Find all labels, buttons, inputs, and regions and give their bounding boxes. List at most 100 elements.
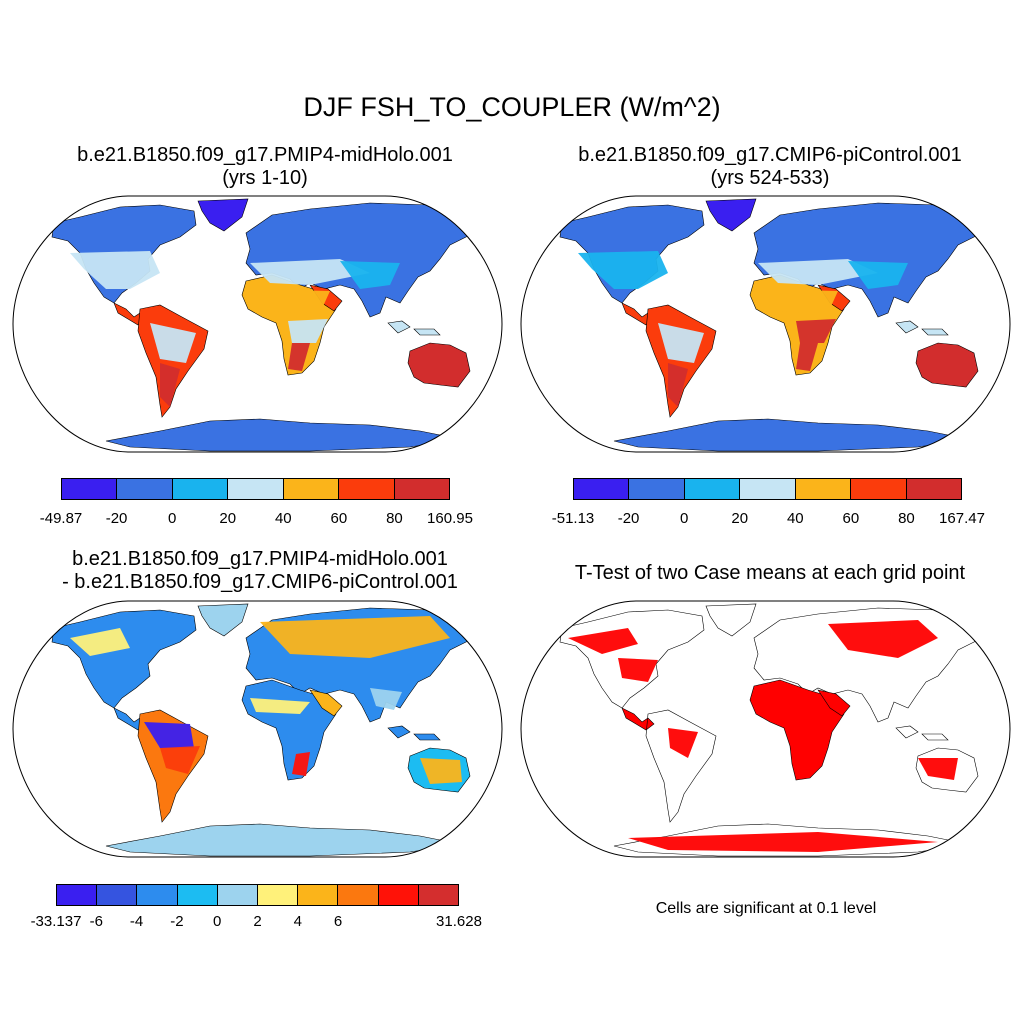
land-arabia — [309, 689, 343, 717]
colorbar-tick-label: -2 — [170, 913, 184, 930]
land-greenland — [705, 198, 757, 232]
panel-title-ttest: T-Test of two Case means at each grid po… — [574, 562, 966, 584]
colorbar-swatch — [137, 885, 178, 905]
colorbar-tick-label: -49.87 — [39, 510, 83, 527]
map-difference — [12, 600, 503, 858]
field-patch — [160, 363, 180, 407]
field-patch — [340, 261, 400, 289]
colorbar-swatch — [574, 479, 630, 499]
land-indonesia — [387, 320, 441, 336]
land-layer — [559, 603, 989, 857]
colorbar-tick-label: 0 — [167, 510, 177, 527]
colorbar-difference — [56, 884, 459, 906]
field-patch — [370, 688, 402, 710]
colorbar-tick-label: 0 — [679, 510, 689, 527]
colorbar-tick-label: -33.137 — [30, 913, 82, 930]
field-patch — [568, 628, 638, 654]
field-patch — [828, 620, 938, 658]
land-antarctica — [105, 823, 461, 857]
panel-title-line1: b.e21.B1850.f09_g17.PMIP4-midHolo.001 — [72, 548, 448, 570]
colorbar-swatch — [629, 479, 685, 499]
field-patch — [754, 289, 838, 313]
land-indonesia — [895, 725, 949, 741]
land-australia — [407, 342, 471, 388]
colorbar-tick-label: 4 — [293, 913, 302, 930]
land-arabia — [817, 689, 851, 717]
colorbar-tick-label: 80 — [386, 510, 403, 527]
colorbar-tick-label: -6 — [89, 913, 103, 930]
panel-title-line2: (yrs 524-533) — [710, 167, 830, 189]
map-border — [12, 195, 503, 453]
colorbar-tick-label: -20 — [617, 510, 640, 527]
colorbar-tick-label: 160.95 — [427, 510, 473, 527]
colorbar-tick-label: 60 — [842, 510, 860, 527]
land-antarctica — [105, 418, 461, 452]
land-australia — [915, 747, 979, 793]
field-patch — [144, 722, 194, 748]
figure-title: DJF FSH_TO_COUPLER (W/m^2) — [303, 92, 721, 122]
land-layer — [51, 198, 481, 452]
field-patch — [658, 323, 704, 363]
field-patch — [796, 319, 836, 343]
land-greenland — [197, 198, 249, 232]
field-patch — [288, 343, 310, 371]
colorbar-swatch — [97, 885, 138, 905]
field-patch — [668, 728, 698, 758]
land-australia — [915, 342, 979, 388]
colorbar-swatch — [217, 885, 259, 905]
field-patch — [70, 251, 160, 289]
colorbar-swatch — [228, 479, 284, 499]
field-patch — [668, 363, 688, 407]
colorbar-swatch — [117, 479, 173, 499]
field-patch — [628, 832, 938, 852]
panel-title-line1: b.e21.B1850.f09_g17.CMIP6-piControl.001 — [578, 144, 962, 166]
field-patch — [246, 289, 330, 313]
field-patch — [160, 746, 200, 774]
colorbar-tick-label: -20 — [105, 510, 128, 527]
colorbar-swatch — [851, 479, 907, 499]
colorbar-swatch — [339, 479, 395, 499]
field-patch — [918, 758, 958, 780]
map-border — [520, 195, 1011, 453]
colorbar-picontrol — [573, 478, 962, 500]
land-greenland — [705, 603, 757, 637]
colorbar-swatch — [258, 885, 299, 905]
colorbar-swatch — [298, 885, 339, 905]
field-patch — [292, 752, 310, 776]
colorbar-swatch — [740, 479, 796, 499]
colorbar-tick-label: -4 — [129, 913, 144, 930]
land-southAmerica — [645, 709, 717, 823]
colorbar-tick-label: 0 — [213, 913, 222, 930]
colorbar-tick-label: 60 — [330, 510, 348, 527]
land-antarctica — [613, 823, 969, 857]
land-northAmerica — [559, 609, 705, 709]
colorbar-swatch — [177, 885, 218, 905]
colorbar-midholo — [61, 478, 450, 500]
field-patch — [758, 259, 878, 285]
panel-title-picontrol: b.e21.B1850.f09_g17.CMIP6-piControl.001 … — [520, 144, 1020, 190]
colorbar-swatch — [378, 885, 419, 905]
colorbar-swatch — [172, 479, 229, 499]
colorbar-tick-label: 6 — [333, 913, 343, 930]
significance-note: Cells are significant at 0.1 level — [655, 900, 877, 917]
map-midholo — [12, 195, 503, 453]
field-patch — [250, 259, 370, 285]
field-patch — [260, 616, 450, 658]
land-greenland — [197, 603, 249, 637]
colorbar-tick-label: 20 — [731, 510, 749, 527]
field-patch — [578, 251, 668, 289]
field-patch — [288, 319, 328, 343]
map-ttest — [520, 600, 1011, 858]
field-patch — [150, 323, 196, 363]
land-indonesia — [895, 320, 949, 336]
field-patch — [796, 343, 818, 371]
colorbar-tick-label: 20 — [219, 510, 237, 527]
field-patch — [848, 261, 908, 289]
land-northAmerica — [51, 609, 197, 709]
colorbar-tick-label: 31.628 — [436, 913, 482, 930]
map-picontrol — [520, 195, 1011, 453]
field-patch — [250, 698, 310, 714]
land-layer — [559, 198, 989, 452]
colorbar-swatch — [684, 479, 741, 499]
land-centralAmerica — [621, 707, 655, 731]
